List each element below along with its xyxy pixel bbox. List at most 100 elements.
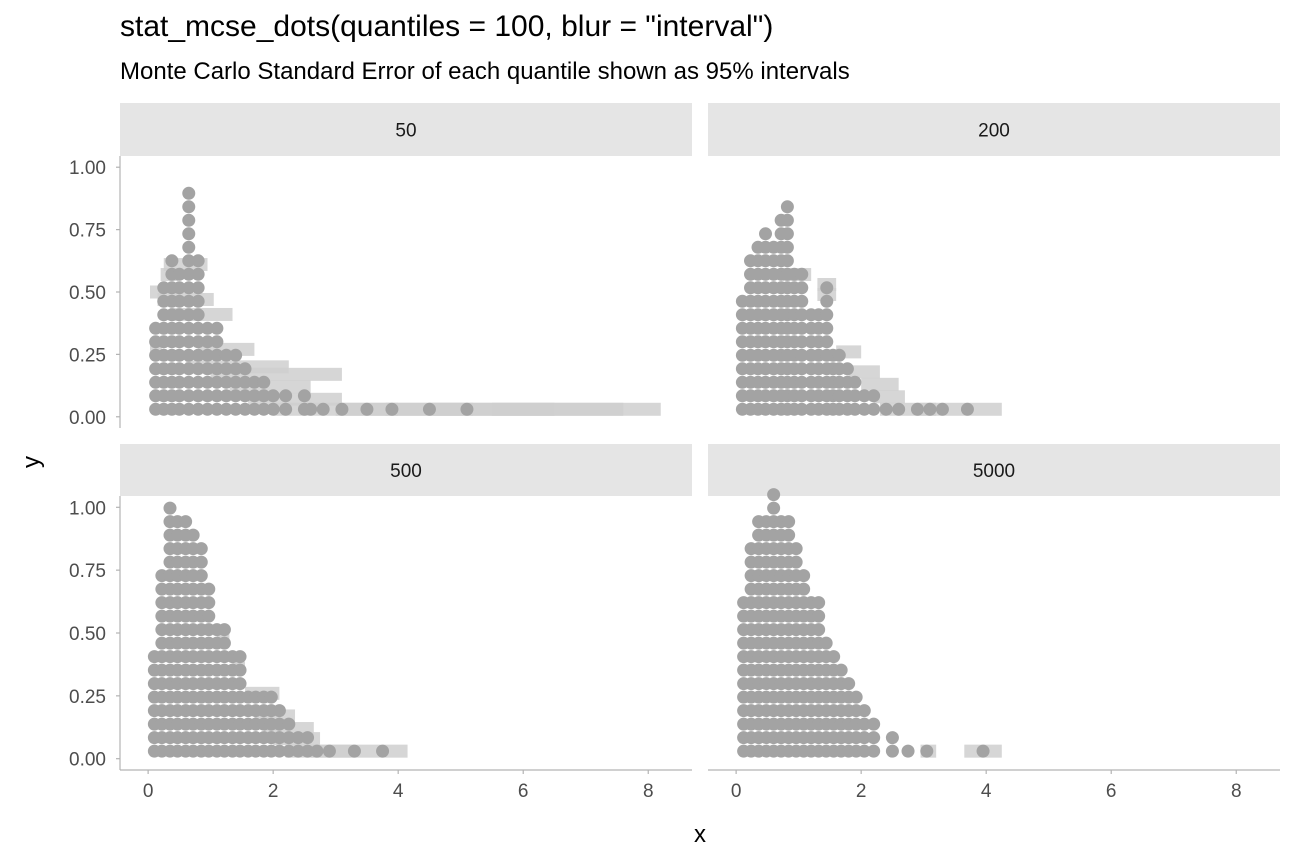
dot bbox=[297, 389, 311, 403]
dot bbox=[291, 731, 305, 745]
x-tick-label: 6 bbox=[1106, 781, 1117, 802]
dot bbox=[759, 227, 773, 241]
dot bbox=[191, 348, 205, 362]
dot bbox=[219, 402, 233, 416]
dot bbox=[186, 528, 200, 542]
dot bbox=[867, 731, 881, 745]
dot bbox=[182, 402, 196, 416]
dot bbox=[795, 281, 809, 295]
dot bbox=[172, 308, 186, 322]
dot bbox=[182, 389, 196, 403]
dot bbox=[360, 402, 374, 416]
dot bbox=[172, 362, 186, 376]
interval-bar bbox=[491, 402, 661, 416]
dot bbox=[182, 240, 196, 254]
dot bbox=[304, 402, 318, 416]
dot bbox=[780, 240, 794, 254]
y-tick-label: 0.75 bbox=[69, 561, 106, 582]
y-tick-label: 0.25 bbox=[69, 345, 106, 366]
dot bbox=[935, 402, 949, 416]
dot bbox=[233, 677, 247, 691]
y-tick-label: 0.75 bbox=[69, 221, 106, 242]
dot bbox=[272, 744, 286, 758]
dot bbox=[191, 267, 205, 281]
dot bbox=[172, 389, 186, 403]
dot bbox=[795, 389, 809, 403]
dot bbox=[182, 227, 196, 241]
dot bbox=[867, 744, 881, 758]
dot bbox=[172, 335, 186, 349]
y-axis-title: y bbox=[18, 456, 45, 468]
dot bbox=[264, 690, 278, 704]
dot bbox=[795, 402, 809, 416]
dot bbox=[301, 744, 315, 758]
y-tick-label: 0.50 bbox=[69, 283, 106, 304]
dot bbox=[795, 348, 809, 362]
dot bbox=[849, 690, 863, 704]
dot bbox=[266, 402, 280, 416]
dot bbox=[191, 321, 205, 335]
y-tick-label: 0.25 bbox=[69, 687, 106, 708]
y-tick-label: 1.00 bbox=[69, 498, 106, 519]
dot bbox=[233, 663, 247, 677]
dot bbox=[217, 636, 231, 650]
dot bbox=[182, 281, 196, 295]
interval-bar bbox=[150, 285, 162, 299]
y-tick-label: 1.00 bbox=[69, 158, 106, 179]
dot bbox=[279, 389, 293, 403]
dot bbox=[202, 609, 216, 623]
dot bbox=[840, 362, 854, 376]
dot bbox=[172, 281, 186, 295]
dot bbox=[191, 362, 205, 376]
dot bbox=[210, 362, 224, 376]
x-tick-label: 2 bbox=[856, 781, 867, 802]
dot bbox=[247, 389, 261, 403]
interval-bar bbox=[848, 365, 880, 379]
dot bbox=[820, 294, 834, 308]
dot bbox=[812, 609, 826, 623]
dot bbox=[892, 402, 906, 416]
dot bbox=[322, 744, 336, 758]
dot bbox=[272, 717, 286, 731]
dot bbox=[210, 321, 224, 335]
dot bbox=[842, 677, 856, 691]
dot bbox=[767, 501, 781, 515]
dot bbox=[194, 569, 208, 583]
y-tick-label: 0.00 bbox=[69, 750, 106, 771]
dot bbox=[238, 402, 252, 416]
chart-subtitle: Monte Carlo Standard Error of each quant… bbox=[120, 58, 850, 85]
dot bbox=[191, 254, 205, 268]
dot bbox=[182, 294, 196, 308]
dot bbox=[210, 335, 224, 349]
facet-strip bbox=[708, 444, 1280, 496]
dot bbox=[901, 744, 915, 758]
dot bbox=[812, 623, 826, 637]
dot bbox=[782, 515, 796, 529]
dot bbox=[219, 348, 233, 362]
x-tick-label: 8 bbox=[1231, 781, 1242, 802]
x-tick-label: 4 bbox=[981, 781, 992, 802]
dot bbox=[202, 596, 216, 610]
dot bbox=[310, 744, 324, 758]
x-tick-label: 8 bbox=[643, 781, 654, 802]
dot bbox=[191, 402, 205, 416]
dot bbox=[780, 227, 794, 241]
x-tick-label: 4 bbox=[393, 781, 404, 802]
dot bbox=[795, 321, 809, 335]
dot bbox=[172, 402, 186, 416]
dot bbox=[795, 294, 809, 308]
dot bbox=[257, 375, 271, 389]
dot bbox=[291, 744, 305, 758]
x-tick-label: 2 bbox=[268, 781, 279, 802]
y-tick-label: 0.00 bbox=[69, 408, 106, 429]
dot bbox=[827, 650, 841, 664]
dot bbox=[857, 717, 871, 731]
dot bbox=[335, 402, 349, 416]
dot bbox=[857, 402, 871, 416]
dot bbox=[182, 186, 196, 200]
dot bbox=[163, 501, 177, 515]
dot bbox=[923, 402, 937, 416]
dot bbox=[182, 362, 196, 376]
dot bbox=[247, 375, 261, 389]
dot bbox=[191, 335, 205, 349]
